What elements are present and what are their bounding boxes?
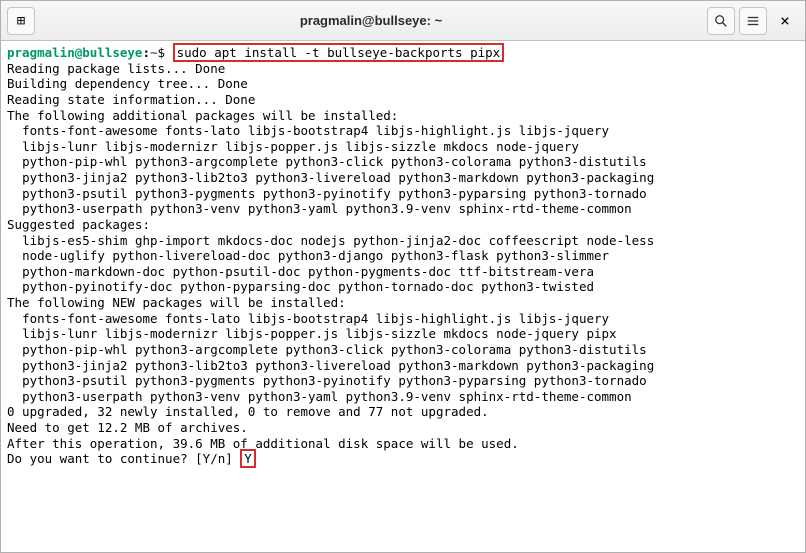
- window-title: pragmalin@bullseye: ~: [41, 13, 701, 28]
- output-line: After this operation, 39.6 MB of additio…: [7, 436, 799, 452]
- output-line: The following NEW packages will be insta…: [7, 295, 799, 311]
- menu-button[interactable]: [739, 7, 767, 35]
- output-line: Building dependency tree... Done: [7, 76, 799, 92]
- output-line: Need to get 12.2 MB of archives.: [7, 420, 799, 436]
- output-line: python3-psutil python3-pygments python3-…: [7, 186, 799, 202]
- output-line: libjs-lunr libjs-modernizr libjs-popper.…: [7, 139, 799, 155]
- titlebar-right: ×: [707, 7, 799, 35]
- output-line: fonts-font-awesome fonts-lato libjs-boot…: [7, 123, 799, 139]
- output-line: python3-userpath python3-venv python3-ya…: [7, 201, 799, 217]
- new-tab-button[interactable]: ⊞: [7, 7, 35, 35]
- output-line: Reading package lists... Done: [7, 61, 799, 77]
- output-line: python-pip-whl python3-argcomplete pytho…: [7, 154, 799, 170]
- output-line: Suggested packages:: [7, 217, 799, 233]
- output-line: python-pyinotify-doc python-pyparsing-do…: [7, 279, 799, 295]
- output-line: python3-psutil python3-pygments python3-…: [7, 373, 799, 389]
- continue-prompt-line: Do you want to continue? [Y/n] Y: [7, 451, 799, 467]
- output-line: python3-jinja2 python3-lib2to3 python3-l…: [7, 358, 799, 374]
- prompt-dollar: $: [158, 45, 166, 60]
- output-line: libjs-es5-shim ghp-import mkdocs-doc nod…: [7, 233, 799, 249]
- prompt-userhost: pragmalin@bullseye: [7, 45, 142, 60]
- new-tab-icon: ⊞: [17, 13, 25, 29]
- close-button[interactable]: ×: [771, 7, 799, 35]
- terminal-window: ⊞ pragmalin@bullseye: ~ × pragmali: [0, 0, 806, 553]
- output-line: The following additional packages will b…: [7, 108, 799, 124]
- titlebar: ⊞ pragmalin@bullseye: ~ ×: [1, 1, 805, 41]
- prompt-path: ~: [150, 45, 158, 60]
- output-line: python-markdown-doc python-psutil-doc py…: [7, 264, 799, 280]
- output-line: libjs-lunr libjs-modernizr libjs-popper.…: [7, 326, 799, 342]
- close-icon: ×: [780, 11, 790, 30]
- output-line: 0 upgraded, 32 newly installed, 0 to rem…: [7, 404, 799, 420]
- output-line: node-uglify python-livereload-doc python…: [7, 248, 799, 264]
- output-line: python-pip-whl python3-argcomplete pytho…: [7, 342, 799, 358]
- prompt-line: pragmalin@bullseye:~$ sudo apt install -…: [7, 45, 799, 61]
- command-highlight: sudo apt install -t bullseye-backports p…: [173, 43, 505, 62]
- prompt-colon: :: [142, 45, 150, 60]
- output-line: python3-userpath python3-venv python3-ya…: [7, 389, 799, 405]
- continue-prompt-text: Do you want to continue? [Y/n]: [7, 451, 240, 466]
- answer-highlight: Y: [240, 449, 256, 468]
- search-icon: [714, 14, 728, 28]
- terminal-body[interactable]: pragmalin@bullseye:~$ sudo apt install -…: [1, 41, 805, 552]
- hamburger-icon: [746, 14, 760, 28]
- output-line: python3-jinja2 python3-lib2to3 python3-l…: [7, 170, 799, 186]
- output-line: fonts-font-awesome fonts-lato libjs-boot…: [7, 311, 799, 327]
- output-line: Reading state information... Done: [7, 92, 799, 108]
- search-button[interactable]: [707, 7, 735, 35]
